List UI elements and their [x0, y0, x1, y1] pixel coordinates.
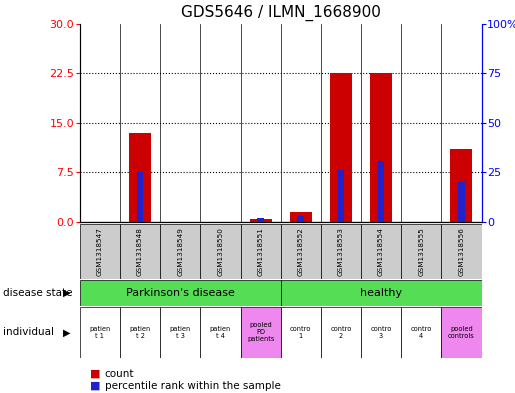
Text: contro
3: contro 3 [370, 326, 392, 339]
Text: percentile rank within the sample: percentile rank within the sample [105, 381, 281, 391]
Text: GSM1318549: GSM1318549 [177, 227, 183, 276]
Title: GDS5646 / ILMN_1668900: GDS5646 / ILMN_1668900 [181, 5, 381, 21]
Text: GSM1318547: GSM1318547 [97, 227, 103, 276]
Text: patien
t 3: patien t 3 [169, 326, 191, 339]
Text: individual: individual [3, 327, 54, 338]
Bar [441, 224, 482, 279]
Text: ▶: ▶ [63, 288, 71, 298]
Bar [458, 182, 465, 222]
Text: GSM1318555: GSM1318555 [418, 227, 424, 276]
Bar [80, 307, 120, 358]
Text: ■: ■ [90, 381, 100, 391]
Text: pooled
controls: pooled controls [448, 326, 475, 339]
Bar [200, 224, 241, 279]
Bar [120, 224, 160, 279]
Bar [80, 224, 120, 279]
Bar [250, 219, 271, 222]
Text: ■: ■ [90, 369, 100, 379]
Bar [401, 307, 441, 358]
Text: disease state: disease state [3, 288, 72, 298]
Bar [129, 133, 151, 222]
Bar [281, 280, 482, 306]
Text: GSM1318551: GSM1318551 [258, 227, 264, 276]
Text: count: count [105, 369, 134, 379]
Text: Parkinson's disease: Parkinson's disease [126, 288, 235, 298]
Bar [258, 218, 264, 222]
Text: GSM1318553: GSM1318553 [338, 227, 344, 276]
Bar [281, 224, 321, 279]
Bar [451, 149, 472, 222]
Text: contro
4: contro 4 [410, 326, 432, 339]
Text: patien
t 4: patien t 4 [210, 326, 231, 339]
Text: GSM1318550: GSM1318550 [217, 227, 224, 276]
Bar [160, 224, 200, 279]
Bar [80, 280, 281, 306]
Bar [321, 224, 361, 279]
Text: GSM1318552: GSM1318552 [298, 227, 304, 276]
Text: patien
t 1: patien t 1 [89, 326, 111, 339]
Bar [361, 307, 401, 358]
Text: contro
1: contro 1 [290, 326, 312, 339]
Text: ▶: ▶ [63, 327, 71, 338]
Bar [401, 224, 441, 279]
Bar [281, 307, 321, 358]
Bar [200, 307, 241, 358]
Bar [298, 216, 304, 222]
Text: healthy: healthy [360, 288, 402, 298]
Bar [370, 73, 392, 222]
Bar [441, 307, 482, 358]
Bar [330, 73, 352, 222]
Text: pooled
PD
patients: pooled PD patients [247, 323, 274, 342]
Text: contro
2: contro 2 [330, 326, 352, 339]
Bar [160, 307, 200, 358]
Bar [241, 307, 281, 358]
Text: GSM1318548: GSM1318548 [137, 227, 143, 276]
Text: patien
t 2: patien t 2 [129, 326, 151, 339]
Text: GSM1318556: GSM1318556 [458, 227, 465, 276]
Text: GSM1318554: GSM1318554 [378, 227, 384, 276]
Bar [290, 212, 312, 222]
Bar [338, 171, 344, 222]
Bar [137, 173, 143, 222]
Bar [120, 307, 160, 358]
Bar [241, 224, 281, 279]
Bar [321, 307, 361, 358]
Bar [378, 160, 384, 222]
Bar [361, 224, 401, 279]
